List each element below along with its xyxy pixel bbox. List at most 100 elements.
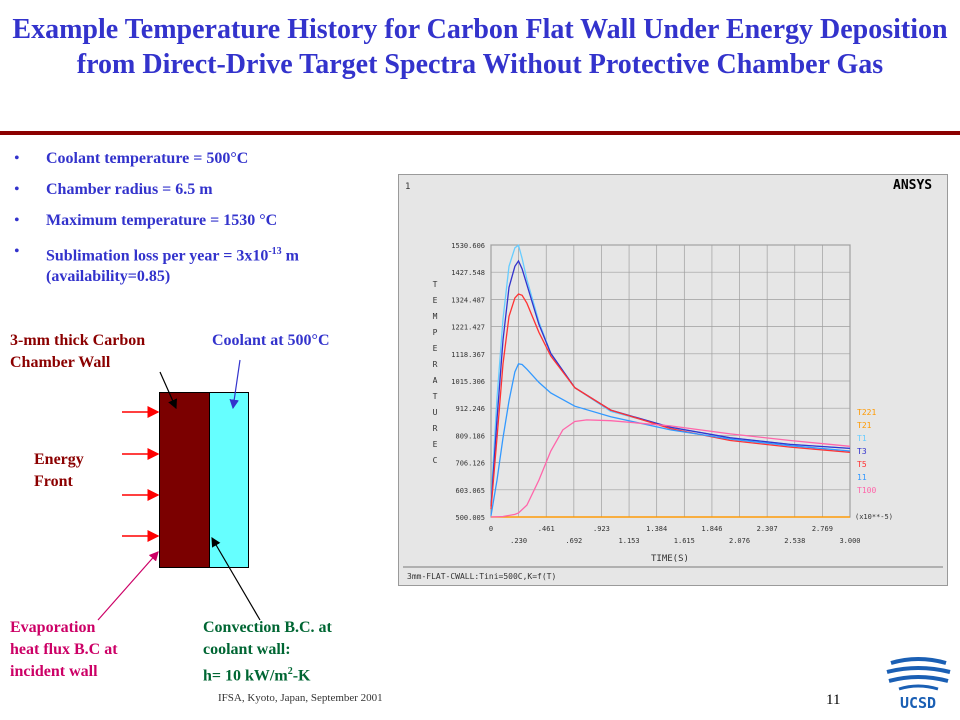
conv-line3: h= 10 kW/m	[203, 667, 288, 685]
series-lines	[490, 244, 851, 518]
bullet-item: • Chamber radius = 6.5 m	[14, 179, 394, 200]
y-tick-label: 1015.306	[451, 378, 485, 386]
y-axis-label-letter: A	[433, 376, 438, 385]
y-axis-label-letter: E	[433, 296, 438, 305]
bullet-text-line2: (availability=0.85)	[46, 268, 171, 286]
y-axis-label-letter: M	[433, 312, 438, 321]
x-tick-label-top: .923	[593, 525, 610, 533]
y-axis-label-letter: E	[433, 440, 438, 449]
y-tick-label: 1118.367	[451, 351, 485, 359]
page-number: 11	[826, 692, 841, 708]
x-tick-label-top: 2.769	[812, 525, 833, 533]
bullet-text: Maximum temperature = 1530 °C	[46, 212, 278, 229]
evaporation-label: Evaporation heat flux B.C at incident wa…	[10, 617, 118, 683]
wall-label-line1: 3-mm thick Carbon	[10, 332, 146, 349]
series-line-11	[490, 363, 851, 516]
bullet-item: • Sublimation loss per year = 3x10-13 m (a…	[14, 241, 394, 287]
bullet-dot-icon: •	[14, 181, 20, 198]
convection-label: Convection B.C. at coolant wall: h= 10 k…	[203, 617, 332, 687]
y-tick-label: 706.126	[455, 460, 485, 468]
diagram-arrows	[97, 359, 261, 621]
wall-pointer-arrow	[159, 371, 177, 410]
bullet-text: Chamber radius = 6.5 m	[46, 181, 213, 198]
legend-entry: 11	[857, 473, 867, 482]
evaporation-pointer-arrow	[97, 551, 159, 621]
legend-entry: T221	[857, 408, 876, 417]
grid-lines	[490, 244, 851, 518]
window-number: 1	[405, 182, 410, 192]
title-divider	[0, 131, 960, 135]
plot-caption: 3mm-FLAT-CWALL:Tini=500C,K=f(T)	[407, 572, 556, 581]
energy-front-label: Energy Front	[34, 449, 84, 493]
x-tick-label-bottom: 1.153	[619, 537, 640, 545]
y-axis-label-letter: U	[433, 408, 438, 417]
y-tick-label: 500.005	[455, 514, 485, 522]
legend-entry: T3	[857, 447, 867, 456]
ucsd-logo: UCSD	[886, 657, 951, 712]
evap-line1: Evaporation	[10, 619, 96, 636]
x-tick-label-bottom: 2.538	[784, 537, 805, 545]
energy-label-line1: Energy	[34, 451, 84, 468]
brand-text: ANSYS	[893, 178, 932, 193]
conv-line3-end: -K	[292, 667, 311, 685]
temperature-history-chart: 1 ANSYS 500.005 603.065 706.126 809.186 912.…	[403, 178, 943, 581]
bullet-dot-icon: •	[14, 150, 20, 167]
y-tick-label: 603.065	[455, 487, 485, 495]
y-axis-label-letter: R	[433, 360, 438, 369]
conv-superscript: 2	[287, 666, 293, 677]
bullet-dot-icon: •	[14, 212, 20, 229]
x-exponent-label: (x10**-5)	[855, 513, 893, 521]
y-tick-label: 912.246	[455, 405, 485, 413]
y-axis-label-letter: T	[433, 280, 438, 289]
series-line-T100	[490, 419, 851, 518]
ucsd-wave-icon	[886, 657, 951, 691]
y-axis-label-letter: R	[433, 424, 438, 433]
y-axis-label-letter: C	[433, 456, 438, 465]
x-tick-label-top: .461	[538, 525, 555, 533]
y-tick-label: 1324.487	[451, 296, 485, 304]
bullet-text-unit: m	[281, 247, 299, 265]
bullet-dot-icon: •	[14, 243, 20, 260]
x-tick-label-top: 2.307	[757, 525, 778, 533]
bullet-text: Sublimation loss per year = 3x10	[46, 247, 269, 265]
bullet-item: • Coolant temperature = 500°C	[14, 148, 394, 169]
bullet-text: Coolant temperature = 500°C	[46, 150, 249, 167]
conv-line1: Convection B.C. at	[203, 619, 332, 636]
coolant-label: Coolant at 500°C	[212, 332, 330, 349]
x-tick-label-top: 1.384	[646, 525, 667, 533]
legend-entry: T100	[857, 486, 876, 495]
legend-entry: T21	[857, 421, 872, 430]
x-tick-labels: 0 .461 .923 1.384 1.846 2.307 2.769 .230 .692 1.1…	[489, 525, 861, 545]
y-tick-label: 1530.606	[451, 242, 485, 250]
bullet-list: • Coolant temperature = 500°C • Chamber ra…	[14, 148, 394, 297]
legend-entry: T1	[857, 434, 867, 443]
x-axis-label: TIME(S)	[651, 554, 689, 564]
convection-pointer-arrow	[211, 536, 261, 621]
x-tick-label-bottom: .230	[510, 537, 527, 545]
bullet-item: • Maximum temperature = 1530 °C	[14, 210, 394, 231]
x-tick-label-top: 1.846	[701, 525, 722, 533]
conv-line2: coolant wall:	[203, 641, 291, 658]
logo-text: UCSD	[900, 694, 936, 712]
ansys-plot-window: 1 ANSYS 500.005 603.065 706.126 809.186 912.…	[398, 174, 948, 586]
y-axis-label-letter: P	[433, 328, 438, 337]
footer-text: IFSA, Kyoto, Japan, September 2001	[218, 692, 383, 704]
y-tick-label: 1427.548	[451, 269, 485, 277]
y-tick-label: 809.186	[455, 432, 485, 440]
evap-line2: heat flux B.C at	[10, 641, 118, 658]
ansys-brand: ANSYS	[893, 178, 932, 193]
wall-label-line2: Chamber Wall	[10, 354, 111, 371]
y-axis-label-letter: T	[433, 392, 438, 401]
legend-entry: T5	[857, 460, 867, 469]
x-tick-label-bottom: 3.000	[839, 537, 860, 545]
y-axis-label-letter: E	[433, 344, 438, 353]
energy-label-line2: Front	[34, 473, 73, 490]
y-tick-label: 1221.427	[451, 324, 485, 332]
legend: T221 T21 T1 T3 T5 11 T100	[857, 408, 876, 495]
y-tick-labels: 500.005 603.065 706.126 809.186 912.246 1015.…	[451, 242, 485, 522]
x-tick-label-top: 0	[489, 525, 493, 533]
series-line-T3	[490, 259, 851, 507]
wall-label: 3-mm thick Carbon Chamber Wall	[10, 330, 145, 374]
evap-line3: incident wall	[10, 663, 98, 680]
